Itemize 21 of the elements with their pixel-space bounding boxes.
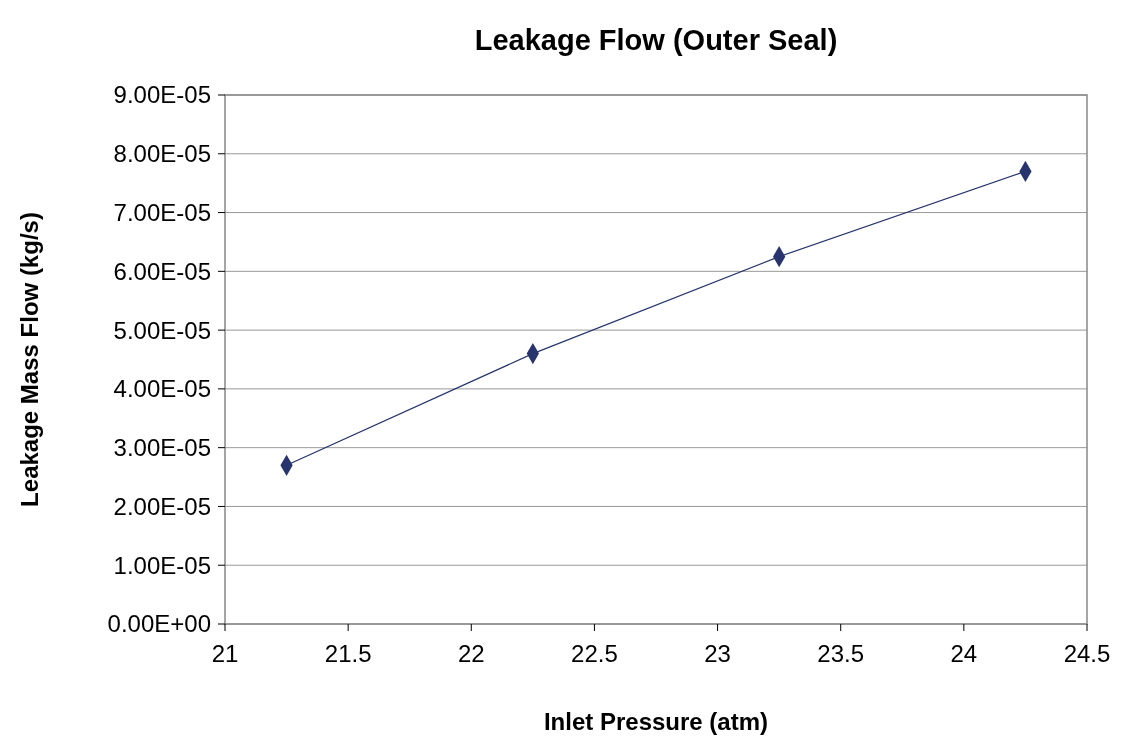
y-tick-label: 7.00E-05 bbox=[113, 198, 211, 226]
y-tick-label: 0.00E+00 bbox=[107, 610, 211, 638]
x-tick-label: 24 bbox=[950, 640, 978, 667]
y-tick-label: 4.00E-05 bbox=[113, 375, 211, 403]
y-tick-label: 2.00E-05 bbox=[113, 492, 211, 520]
y-tick-label: 8.00E-05 bbox=[113, 140, 211, 168]
y-tick-label: 3.00E-05 bbox=[113, 434, 211, 462]
y-tick-label: 9.00E-05 bbox=[113, 81, 211, 109]
y-tick-label: 6.00E-05 bbox=[113, 257, 211, 285]
y-tick-label: 5.00E-05 bbox=[113, 316, 211, 344]
x-tick-label: 23 bbox=[704, 640, 731, 667]
x-tick-label: 23.5 bbox=[817, 640, 865, 667]
x-tick-label: 24.5 bbox=[1063, 640, 1111, 667]
y-tick-label: 1.00E-05 bbox=[113, 551, 211, 579]
x-tick-label: 22.5 bbox=[571, 640, 618, 667]
x-tick-label: 22 bbox=[457, 640, 485, 667]
y-axis-title: Leakage Mass Flow (kg/s) bbox=[16, 212, 43, 507]
x-axis-title: Inlet Pressure (atm) bbox=[543, 708, 769, 735]
x-tick-label: 21.5 bbox=[324, 640, 372, 667]
chart-title: Leakage Flow (Outer Seal) bbox=[474, 24, 838, 56]
x-tick-label: 21 bbox=[211, 640, 239, 667]
